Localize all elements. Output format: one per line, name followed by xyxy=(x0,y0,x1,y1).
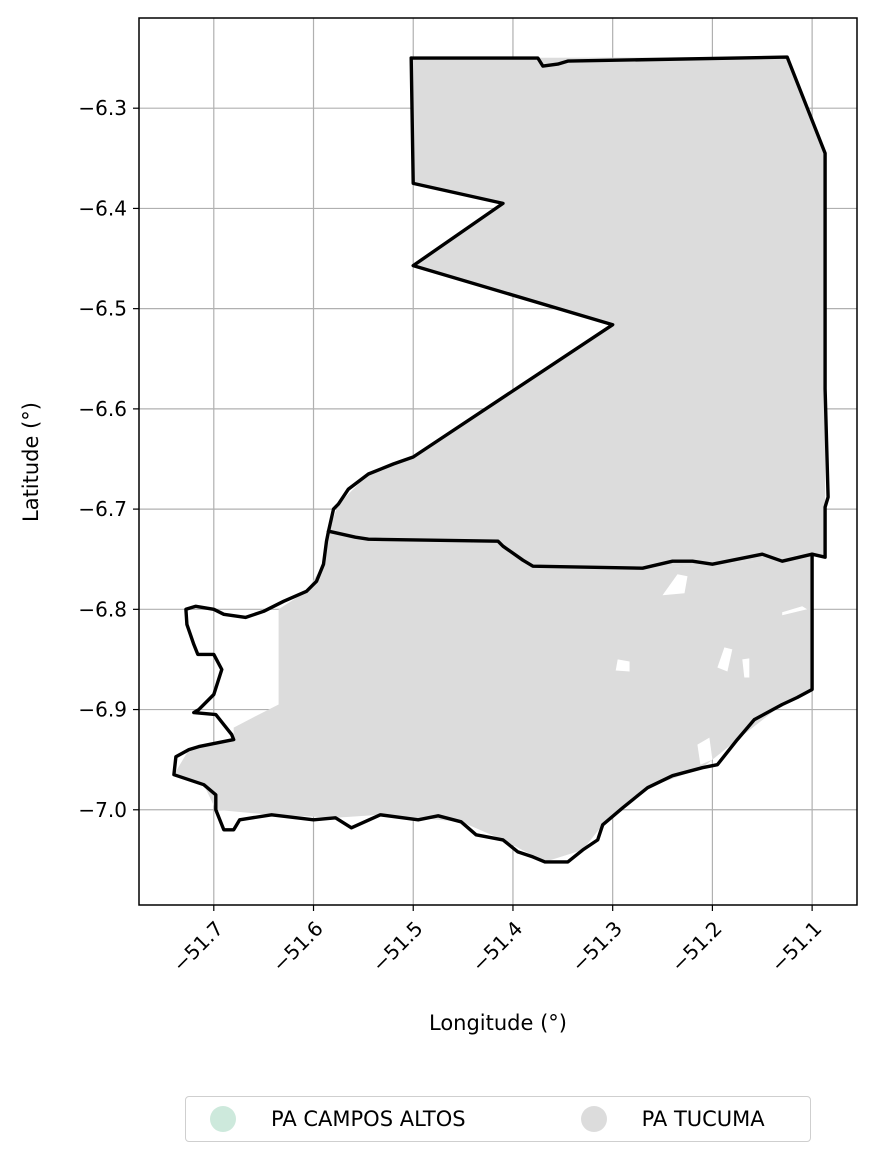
y-tick-label: −6.6 xyxy=(78,397,127,421)
y-tick-label: −7.0 xyxy=(78,798,127,822)
legend-item-tucuma: PA TUCUMA xyxy=(581,1106,765,1132)
y-axis-label: Latitude (°) xyxy=(19,402,43,522)
legend-label-campos-altos: PA CAMPOS ALTOS xyxy=(271,1107,466,1131)
y-tick-label: −6.5 xyxy=(78,297,127,321)
x-axis-label: Longitude (°) xyxy=(429,1011,567,1035)
unfilled-gap xyxy=(616,659,630,671)
legend-item-campos-altos: PA CAMPOS ALTOS xyxy=(210,1106,466,1132)
legend-marker-campos-altos xyxy=(210,1106,236,1132)
legend-marker-tucuma xyxy=(581,1106,607,1132)
y-tick-label: −6.8 xyxy=(78,597,127,621)
y-tick-label: −6.4 xyxy=(78,196,127,220)
y-tick-label: −6.9 xyxy=(78,698,127,722)
y-tick-label: −6.3 xyxy=(78,96,127,120)
legend-label-tucuma: PA TUCUMA xyxy=(642,1107,765,1131)
y-tick-label: −6.7 xyxy=(78,497,127,521)
legend: PA CAMPOS ALTOS PA TUCUMA xyxy=(185,1096,811,1142)
